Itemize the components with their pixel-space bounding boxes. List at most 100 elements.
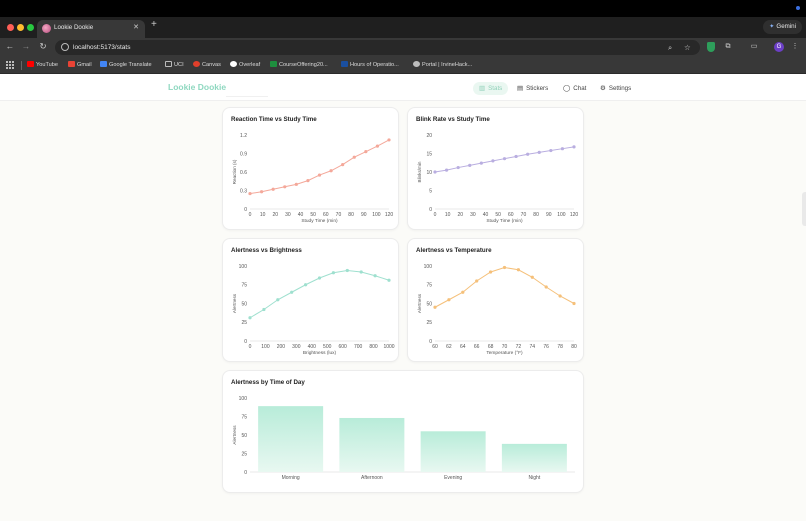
- bookmark-star-icon[interactable]: ☆: [684, 43, 691, 52]
- translate-icon: [100, 61, 107, 67]
- x-tick-label: 200: [277, 344, 286, 350]
- chart-title: Alertness vs Temperature: [416, 247, 492, 254]
- x-tick-label: 1000: [383, 344, 394, 350]
- x-tick-label: 70: [521, 212, 527, 218]
- site-info-icon[interactable]: [61, 43, 69, 51]
- alertness-temperature-chart: 0 25 50 75 100 Alertness 60 62 64 66 68 70 72 74 76 78 8…: [417, 264, 577, 356]
- x-tick-label: 10: [445, 212, 451, 218]
- nav-chat[interactable]: ◯ Chat: [557, 82, 592, 95]
- x-tick-label: Night: [529, 475, 541, 481]
- x-tick-label: 500: [323, 344, 332, 350]
- alertness-brightness-chart: 0 25 50 75 100 Alertness 0 100 200 300 400 500 600 70…: [232, 264, 395, 356]
- x-axis-label: Temperature (°F): [486, 350, 523, 356]
- x-tick-label: 100: [557, 212, 566, 218]
- nav-settings[interactable]: ⚙ Settings: [594, 82, 637, 95]
- side-panel-icon[interactable]: ▭: [750, 43, 758, 50]
- y-tick-label: 0.3: [240, 188, 247, 194]
- gemini-label: Gemini: [776, 23, 796, 30]
- x-tick-label: 50: [310, 212, 316, 218]
- chart-card-time-of-day: Alertness by Time of Day 0 25 50 75 100 Alert…: [222, 370, 584, 493]
- data-point: [572, 301, 576, 306]
- y-tick-label: 75: [241, 414, 247, 420]
- maximize-window-button[interactable]: [27, 24, 34, 31]
- scroll-edge-handle[interactable]: [802, 192, 806, 226]
- y-tick-label: 25: [241, 451, 247, 457]
- minimize-window-button[interactable]: [17, 24, 24, 31]
- nav-stats[interactable]: ▥ Stats: [473, 82, 509, 95]
- y-tick-label: 25: [426, 320, 432, 326]
- y-tick-label: 100: [424, 264, 433, 270]
- tab-close-icon[interactable]: ✕: [133, 24, 139, 31]
- y-axis-label: Alertness: [417, 293, 422, 313]
- data-point: [329, 169, 333, 173]
- back-arrow-icon[interactable]: ←: [5, 41, 15, 51]
- data-point: [456, 165, 460, 170]
- address-url[interactable]: localhost:5173/stats: [73, 43, 131, 51]
- bookmark-uci[interactable]: UCI: [165, 61, 184, 68]
- x-tick-label: Morning: [282, 475, 300, 481]
- app-navbar: Lookie Dookie ▥ Stats ▤ Stickers ◯ Chat ⚙ Se…: [0, 74, 806, 101]
- y-tick-label: 20: [426, 133, 432, 139]
- nav-label: Chat: [573, 85, 587, 92]
- reload-icon[interactable]: ↻: [39, 41, 47, 51]
- address-bar[interactable]: localhost:5173/stats ⌕ ☆: [55, 40, 700, 55]
- bar: [339, 417, 405, 472]
- bookmark-hours-of-operation[interactable]: Hours of Operatio...: [341, 61, 399, 68]
- new-tab-icon[interactable]: +: [151, 19, 157, 30]
- data-point: [276, 298, 280, 302]
- y-tick-label: 10: [426, 170, 432, 176]
- bar-chart-icon: ▥: [479, 85, 486, 92]
- data-point: [387, 278, 391, 282]
- x-tick-label: 70: [336, 212, 342, 218]
- gemini-button[interactable]: ✦ Gemini: [763, 20, 802, 34]
- bookmark-courseoffering[interactable]: CourseOffering20...: [270, 61, 328, 68]
- y-tick-label: 75: [426, 283, 432, 289]
- extensions-puzzle-icon[interactable]: ⧉: [725, 43, 731, 50]
- folder-icon: [165, 61, 172, 67]
- favicon-icon: [42, 24, 51, 33]
- x-tick-label: 80: [348, 212, 354, 218]
- browser-tab[interactable]: Lookie Dookie ✕: [37, 20, 145, 38]
- nav-label: Stickers: [526, 85, 549, 92]
- chart-card-blink: Blink Rate vs Study Time 0 5 10 15 20 Blinks/…: [407, 107, 584, 230]
- x-tick-label: 800: [369, 344, 378, 350]
- data-point: [283, 185, 287, 189]
- sheets-icon: [270, 61, 277, 67]
- apps-grid-icon[interactable]: [6, 61, 14, 69]
- x-tick-label: 0: [249, 344, 252, 350]
- canvas-icon: [193, 61, 200, 67]
- bookmark-label: Overleaf: [239, 62, 261, 68]
- bookmark-gmail[interactable]: Gmail: [68, 61, 92, 68]
- data-point: [317, 173, 322, 177]
- chart-title: Reaction Time vs Study Time: [231, 116, 317, 123]
- bar: [501, 443, 567, 472]
- x-tick-label: 20: [457, 212, 463, 218]
- data-point: [560, 147, 565, 151]
- zoom-icon[interactable]: ⌕: [668, 43, 673, 52]
- bookmark-youtube[interactable]: YouTube: [27, 61, 58, 68]
- gear-icon: ⚙: [600, 85, 606, 92]
- bookmark-canvas[interactable]: Canvas: [193, 61, 221, 68]
- x-tick-label: 64: [460, 344, 466, 350]
- x-tick-label: 76: [543, 344, 549, 350]
- x-tick-label: 78: [557, 344, 563, 350]
- bookmark-label: Hours of Operatio...: [350, 62, 399, 68]
- forward-arrow-icon[interactable]: →: [21, 41, 31, 51]
- data-point: [544, 285, 548, 289]
- y-tick-label: 50: [241, 301, 247, 307]
- shield-extension-icon[interactable]: [707, 42, 715, 52]
- bookmark-overleaf[interactable]: Overleaf: [230, 61, 260, 68]
- bookmark-google-translate[interactable]: Google Translate: [100, 61, 152, 68]
- bookmark-portal-irvinehack[interactable]: Portal | IrvineHack...: [413, 61, 472, 68]
- brand-logo[interactable]: Lookie Dookie: [168, 82, 227, 92]
- y-tick-label: 0: [429, 339, 432, 345]
- data-point: [491, 159, 495, 163]
- browser-menu-icon[interactable]: ⋮: [791, 43, 799, 50]
- os-menu-strip: [0, 0, 806, 17]
- x-tick-label: 80: [571, 344, 577, 350]
- close-window-button[interactable]: [7, 24, 14, 31]
- nav-stickers[interactable]: ▤ Stickers: [511, 82, 554, 95]
- data-point: [530, 275, 534, 279]
- y-tick-label: 50: [241, 433, 247, 439]
- profile-avatar[interactable]: G: [774, 42, 784, 52]
